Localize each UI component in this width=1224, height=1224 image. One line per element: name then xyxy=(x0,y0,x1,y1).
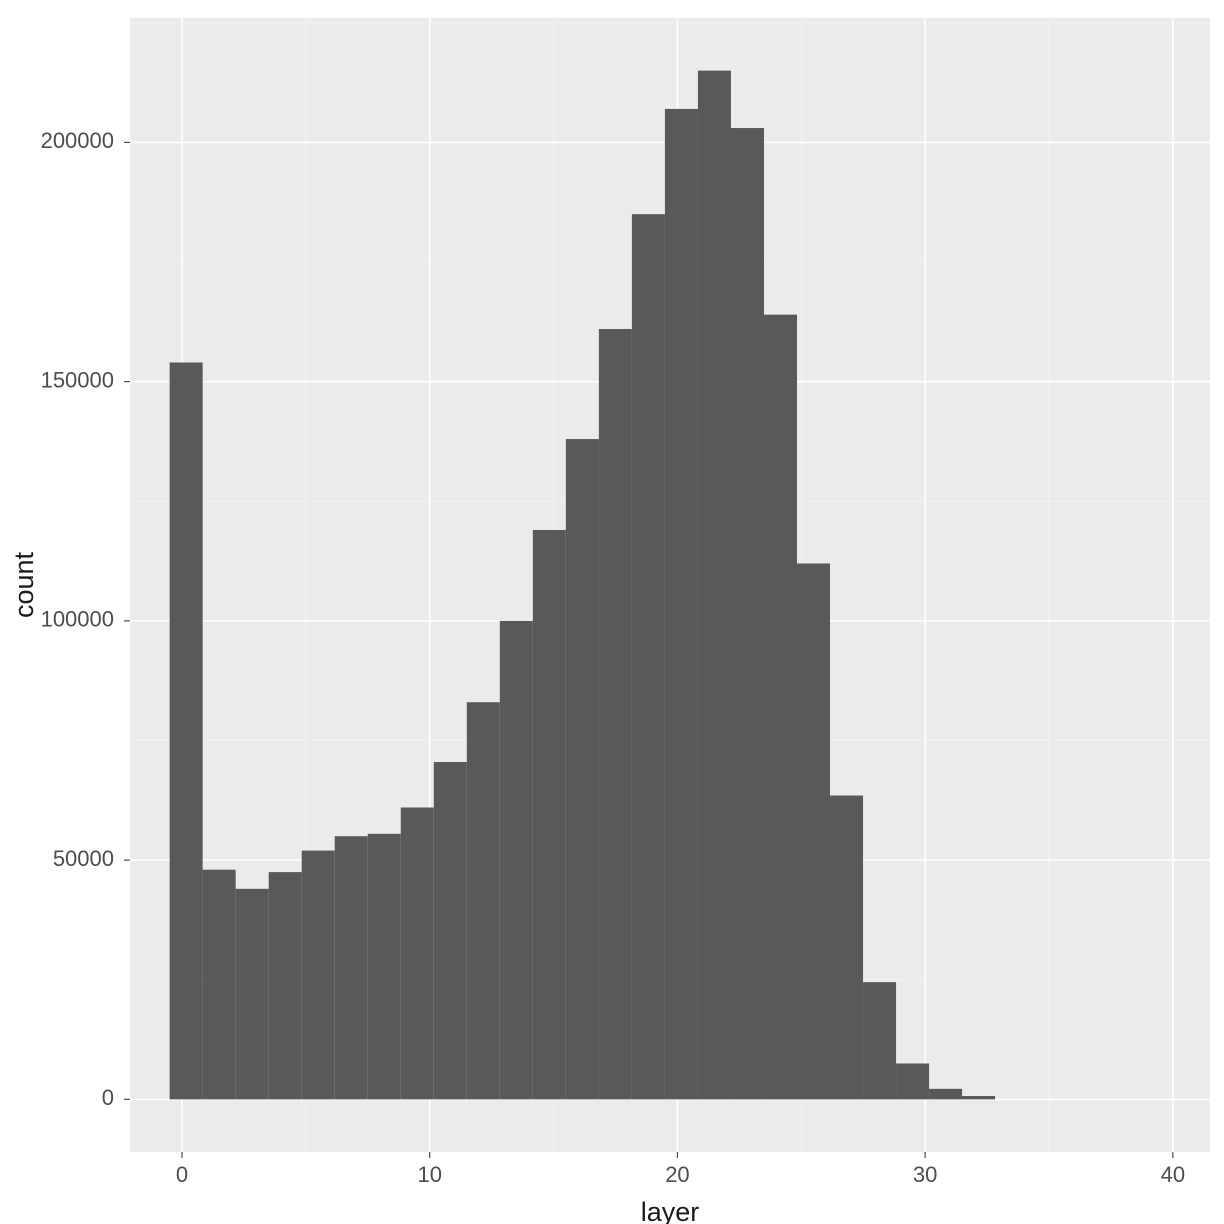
y-tick-label: 200000 xyxy=(41,128,114,153)
bar xyxy=(929,1089,962,1100)
y-tick-label: 0 xyxy=(102,1085,114,1110)
x-tick-label: 20 xyxy=(665,1162,689,1187)
bar xyxy=(302,851,335,1100)
x-tick-label: 10 xyxy=(417,1162,441,1187)
bar xyxy=(203,870,236,1100)
bar xyxy=(434,762,467,1099)
bar xyxy=(830,796,863,1100)
bar xyxy=(863,982,896,1099)
bar xyxy=(698,71,731,1100)
bar xyxy=(335,836,368,1099)
x-tick-label: 30 xyxy=(913,1162,937,1187)
bar xyxy=(533,530,566,1099)
bar xyxy=(731,128,764,1099)
bar xyxy=(368,834,401,1100)
bar xyxy=(269,872,302,1099)
chart-svg: 0 10 20 30 40 0 50000 100000 150000 200000 layer co… xyxy=(0,0,1224,1224)
y-tick-label: 50000 xyxy=(53,846,114,871)
bar xyxy=(665,109,698,1099)
bar xyxy=(599,329,632,1099)
y-tick-label: 100000 xyxy=(41,607,114,632)
histogram-chart: 0 10 20 30 40 0 50000 100000 150000 200000 layer co… xyxy=(0,0,1224,1224)
y-tick-label: 150000 xyxy=(41,367,114,392)
x-tick-label: 0 xyxy=(176,1162,188,1187)
bar xyxy=(500,621,533,1099)
bar xyxy=(566,439,599,1099)
bar xyxy=(467,702,500,1099)
y-axis-title: count xyxy=(9,551,39,618)
bar xyxy=(170,363,203,1100)
bar xyxy=(896,1063,929,1099)
bar xyxy=(797,563,830,1099)
x-tick-label: 40 xyxy=(1161,1162,1185,1187)
bar xyxy=(962,1096,995,1099)
x-axis-title: layer xyxy=(641,1197,700,1224)
bar xyxy=(236,889,269,1100)
bar xyxy=(632,214,665,1099)
bar xyxy=(764,315,797,1100)
bar xyxy=(401,807,434,1099)
